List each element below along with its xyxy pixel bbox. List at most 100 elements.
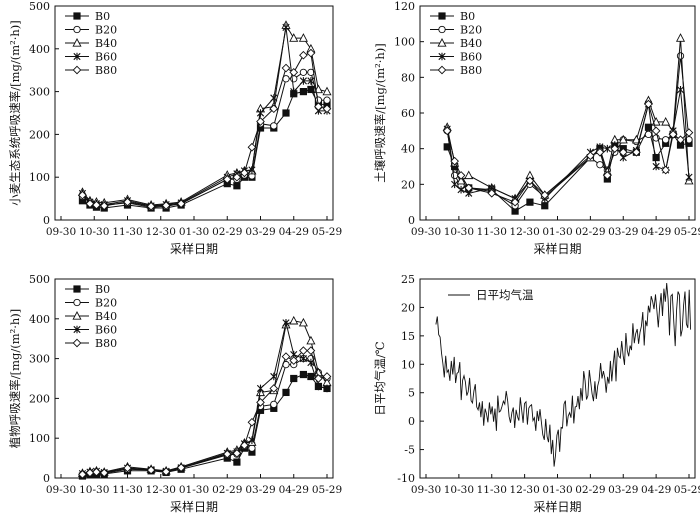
data-point — [176, 199, 186, 209]
data-point — [314, 102, 323, 111]
legend-label: B60 — [95, 324, 117, 337]
data-point — [595, 147, 605, 157]
data-point — [282, 109, 290, 117]
x-tick-label: 01-30 — [542, 484, 572, 496]
data-point — [464, 183, 474, 193]
data-point — [464, 170, 474, 180]
legend-marker — [73, 52, 81, 61]
legend-label: B60 — [95, 51, 117, 64]
legend-label: B80 — [460, 64, 482, 77]
y-tick-label: 60 — [401, 107, 415, 120]
data-point — [289, 33, 299, 42]
y-axis-title: 植物呼吸速率/[mg/(m²·h)] — [8, 309, 22, 449]
x-tick-label: 03-29 — [608, 226, 638, 238]
x-tick-label: 02-29 — [575, 484, 605, 496]
data-point — [661, 165, 671, 175]
data-point — [306, 346, 316, 355]
series-B0 — [78, 370, 331, 480]
data-point — [299, 88, 308, 96]
data-point — [299, 68, 308, 76]
x-axis-title: 采样日期 — [533, 499, 581, 514]
data-point — [299, 77, 307, 85]
data-point — [596, 161, 604, 169]
y-tick-label: 200 — [29, 128, 50, 141]
data-point — [222, 449, 232, 459]
data-point — [457, 185, 465, 194]
series-line-B60 — [82, 322, 328, 475]
x-tick-label: 05-29 — [674, 484, 700, 496]
legend-label: 日平均气温 — [476, 288, 534, 302]
chart-panel-3: 0 100 200 300 400 500 09-30 10-30 11-30 12-30 01-3… — [8, 273, 342, 514]
data-point — [631, 134, 641, 144]
series-B80 — [78, 48, 332, 211]
data-point — [525, 176, 535, 186]
data-point — [651, 126, 661, 136]
x-tick-label: 09-30 — [46, 484, 76, 496]
y-tick-label: 0 — [43, 472, 50, 485]
data-point — [269, 384, 279, 393]
data-point — [123, 463, 132, 473]
data-point — [456, 175, 466, 185]
legend-label: B40 — [460, 37, 482, 50]
data-point — [290, 374, 298, 383]
data-point — [248, 166, 256, 174]
data-point — [299, 354, 307, 363]
legend-label: B80 — [95, 64, 117, 77]
y-axis-title: 日平均气温/℃ — [373, 341, 387, 415]
data-point — [307, 372, 315, 381]
x-tick-label: 12-30 — [509, 226, 539, 238]
x-tick-label: 09-30 — [411, 484, 441, 496]
y-tick-label: 0 — [43, 214, 50, 227]
chart-panel-1: 0 100 200 300 400 500 09-30 10-30 11-30 12-30 01-3… — [8, 0, 342, 256]
x-tick-label: 09-30 — [411, 226, 441, 238]
x-axis-title: 采样日期 — [170, 499, 218, 514]
data-point — [306, 48, 316, 58]
data-point — [644, 130, 653, 139]
data-point — [676, 52, 685, 60]
data-point — [618, 147, 628, 157]
y-tick-label: 0 — [408, 214, 415, 227]
data-point — [161, 467, 171, 476]
legend-marker — [72, 65, 82, 75]
data-point — [270, 400, 278, 409]
data-point — [161, 201, 171, 210]
x-tick-label: 01-30 — [542, 226, 572, 238]
data-point — [298, 33, 308, 42]
legend-marker — [73, 298, 81, 307]
x-tick-label: 10-30 — [79, 226, 109, 238]
x-tick-label: 05-29 — [674, 226, 700, 238]
data-point — [323, 96, 331, 104]
data-point — [240, 168, 249, 178]
data-point — [314, 374, 323, 383]
y-tick-label: 100 — [394, 36, 415, 49]
data-point — [256, 384, 265, 393]
data-point — [652, 162, 660, 171]
data-point — [322, 372, 332, 381]
data-point — [176, 463, 186, 472]
x-tick-label: 10-30 — [444, 484, 474, 496]
data-point — [443, 143, 451, 151]
y-axis-title: 土壤呼吸速率/[mg/(m²·h)] — [373, 43, 387, 183]
data-point — [603, 144, 611, 153]
x-tick-label: 02-29 — [212, 484, 242, 496]
legend-marker — [438, 12, 446, 20]
data-point — [661, 116, 671, 126]
data-point — [282, 318, 290, 327]
legend-label: B80 — [95, 337, 117, 350]
data-point — [314, 382, 323, 391]
y-tick-label: 80 — [401, 71, 415, 84]
x-tick-label: 11-30 — [477, 484, 507, 496]
x-tick-label: 02-29 — [575, 226, 605, 238]
series-line-B80 — [82, 52, 328, 207]
x-tick-label: 03-29 — [608, 484, 638, 496]
x-tick-label: 04-29 — [279, 484, 309, 496]
data-point — [92, 467, 101, 477]
data-point — [78, 190, 87, 200]
legend-label: B0 — [95, 283, 110, 296]
x-tick-label: 05-29 — [312, 484, 342, 496]
data-point — [603, 171, 612, 180]
x-axis-title: 采样日期 — [170, 241, 218, 256]
